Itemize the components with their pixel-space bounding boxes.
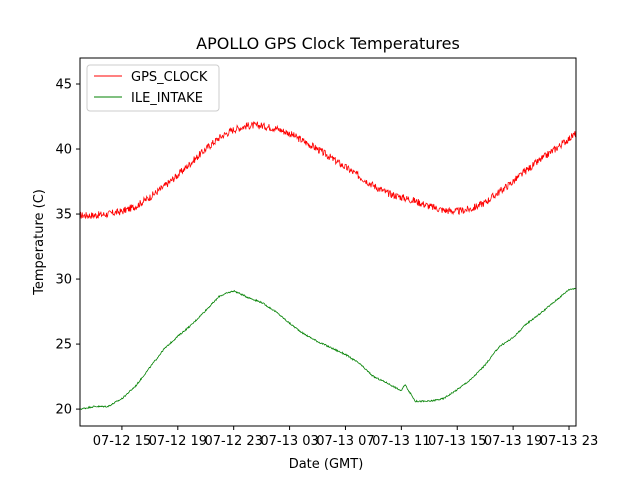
y-tick-label: 40 — [55, 143, 72, 158]
x-tick-label: 07-13 23 — [540, 434, 598, 449]
series-line-gps-clock — [79, 120, 577, 220]
y-tick-label: 30 — [55, 273, 72, 288]
legend-label-ile-intake: ILE_INTAKE — [131, 91, 203, 106]
series-layer — [79, 120, 577, 410]
legend: GPS_CLOCK ILE_INTAKE — [86, 64, 220, 112]
legend-label-gps-clock: GPS_CLOCK — [131, 70, 208, 85]
chart-title: APOLLO GPS Clock Temperatures — [196, 34, 460, 53]
plot-frame — [79, 57, 577, 427]
x-tick-label: 07-13 11 — [372, 434, 430, 449]
y-tick-label: 45 — [55, 78, 72, 93]
y-tick-label: 35 — [55, 208, 72, 223]
series-line-ile-intake — [79, 287, 577, 410]
x-tick-label: 07-12 23 — [204, 434, 262, 449]
y-tick-label: 25 — [55, 338, 72, 353]
y-axis: 20 25 30 35 40 45 — [55, 78, 80, 418]
x-axis-label: Date (GMT) — [289, 457, 364, 472]
y-tick-label: 20 — [55, 403, 72, 418]
x-tick-label: 07-13 03 — [260, 434, 318, 449]
plot-area — [79, 57, 577, 427]
y-axis-label: Temperature (C) — [32, 189, 47, 296]
x-tick-label: 07-13 19 — [484, 434, 542, 449]
plot-background — [80, 58, 576, 426]
x-tick-label: 07-12 19 — [149, 434, 207, 449]
x-tick-label: 07-13 07 — [316, 434, 374, 449]
x-tick-label: 07-13 15 — [428, 434, 486, 449]
x-tick-label: 07-12 15 — [93, 434, 151, 449]
